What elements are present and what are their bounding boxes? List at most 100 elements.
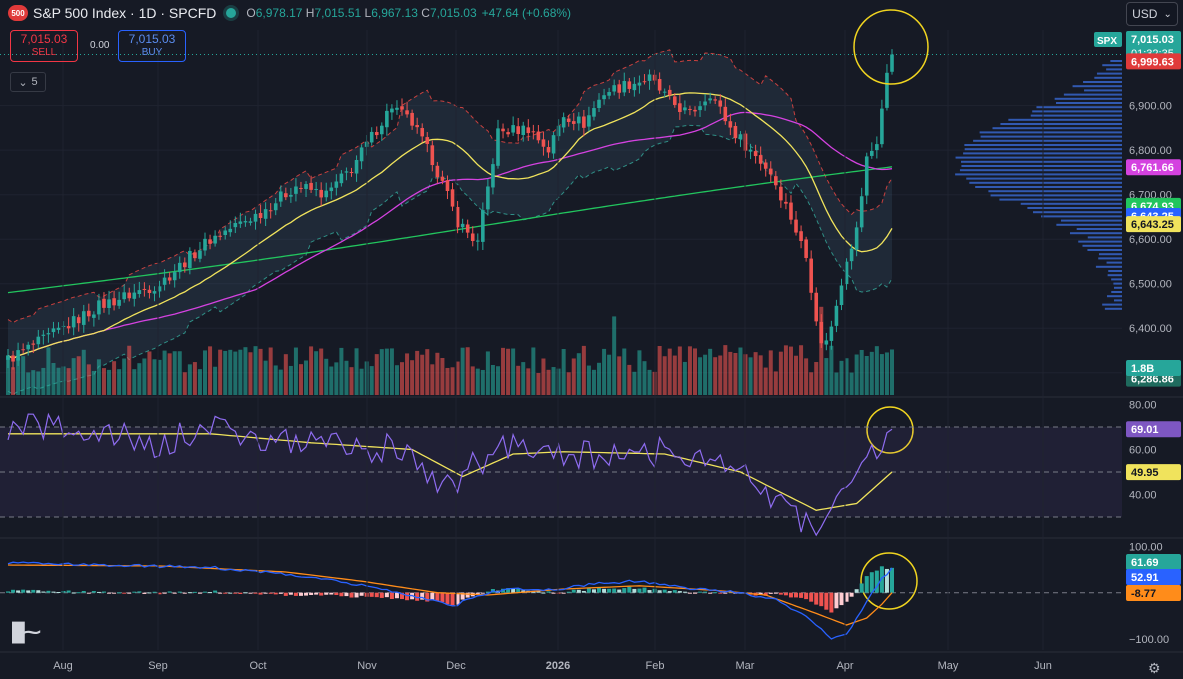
candle-body [440,176,445,181]
macd-histogram-bar [819,592,824,607]
sell-button[interactable]: 7,015.03 SELL [10,30,78,62]
macd-histogram-bar [263,592,268,594]
macd-histogram-bar [682,591,687,593]
candle-body [728,121,733,128]
macd-value-label-bg [1126,569,1181,585]
macd-histogram-bar [389,592,394,599]
price-value-label-text: 6,643.25 [1131,219,1174,231]
candle-body [223,230,228,236]
candle-body [81,311,86,325]
macd-histogram-bar [314,592,319,595]
candle-body [789,202,793,220]
macd-histogram-bar [511,588,516,593]
price-tick-label: 6,500.00 [1129,279,1172,291]
symbol-tag: SPX [1094,32,1122,47]
volume-bar [248,352,253,395]
volume-profile-bar [959,169,1122,172]
symbol-title[interactable]: S&P 500 Index · 1D · SPCFD [33,5,217,21]
macd-histogram-bar [298,592,303,596]
volume-bar [66,368,71,395]
volume-bar [753,352,758,395]
volume-profile-bar [1104,307,1122,310]
candle-body [304,184,308,189]
annotation-circle [860,552,918,610]
volume-bar [501,347,506,395]
candle-body [526,127,531,134]
rsi-tick-label: 40.00 [1129,490,1157,502]
candle-body [76,317,81,324]
tradingview-logo: █⁓ [12,622,41,642]
volume-profile-bar [1078,240,1122,243]
macd-histogram-bar [197,592,202,594]
volume-profile-bar [1102,64,1122,67]
volume-bar [389,348,394,395]
macd-histogram-bar [551,592,556,594]
volume-profile-bar [1087,249,1122,251]
volume-bar [799,345,804,395]
volume-bar [344,360,349,395]
candle-body [177,262,182,273]
price-value-label-bg [1126,53,1181,70]
candle-body [627,81,632,89]
high-value: 7,015.51 [314,6,362,20]
candle-body [87,310,91,317]
candle-body [753,151,758,157]
candle-body [329,187,334,192]
candle-body [602,95,606,100]
volume-bar [470,366,475,395]
candle-body [385,110,389,128]
volume-profile-bar [980,135,1122,138]
candle-body [51,328,56,333]
macd-histogram-bar [208,592,213,594]
chevron-down-icon: ⌄ [1163,8,1172,20]
volume-bar [142,358,147,395]
volume-bar [213,366,218,395]
candle-body [844,261,849,285]
gear-icon[interactable]: ⚙ [1148,660,1161,676]
candle-body [92,314,96,318]
candle-body [61,325,66,327]
macd-histogram-bar [16,590,21,593]
candle-body [152,291,157,294]
candle-body [768,168,773,175]
volume-bar [849,372,854,395]
indicators-toggle-button[interactable]: ⌄ 5 [10,72,46,92]
macd-histogram-bar [586,588,591,593]
bollinger-upper-line [7,49,893,324]
macd-histogram-bar [854,589,859,593]
candle-body [617,84,622,93]
macd-histogram-bar [91,591,96,593]
candle-body [834,305,839,326]
currency-select[interactable]: USD ⌄ [1126,2,1178,26]
volume-bar [728,351,733,395]
candle-body [183,262,187,268]
candle-body [738,134,743,140]
volume-bar [541,358,546,395]
volume-bar [687,346,692,395]
volume-bar [485,351,490,395]
candle-body [784,201,788,204]
volume-bar [738,347,743,395]
macd-histogram-bar [122,592,127,594]
volume-bar [182,372,187,395]
candle-body [253,213,258,222]
volume-bar [278,369,283,395]
candle-body [465,224,470,233]
macd-histogram-bar [253,592,258,594]
volume-bar [339,347,344,395]
macd-value-label-text: -8.77 [1131,588,1156,600]
macd-histogram-bar [541,592,546,594]
volume-bar [147,351,152,395]
buy-button[interactable]: 7,015.03 BUY [118,30,186,62]
macd-histogram-bar [516,588,521,593]
time-axis-label: Apr [836,660,853,672]
volume-bar [647,369,652,395]
macd-histogram-bar [238,592,243,594]
macd-histogram-bar [192,591,197,593]
volume-profile-bar [1083,81,1122,83]
volume-bar [258,348,263,395]
candle-body [703,101,707,106]
volume-bar [561,348,566,395]
candle-body [531,131,536,133]
